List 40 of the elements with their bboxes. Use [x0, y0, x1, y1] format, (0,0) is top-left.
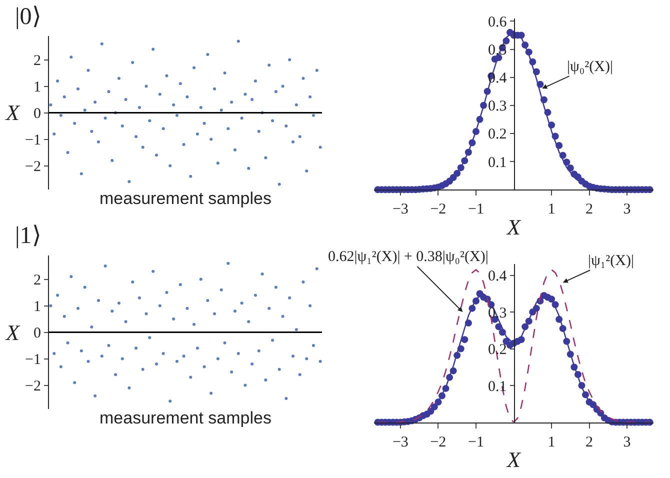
chart-title: |0⟩: [15, 4, 41, 30]
y-tick-label: 0.1: [488, 378, 507, 395]
y-tick-label: 1: [34, 80, 41, 96]
x-tick-label: 3: [623, 434, 631, 450]
y-tick-label: −2: [25, 159, 41, 176]
y-tick-label: 0: [34, 106, 41, 122]
annotation: |ψ₀²(X)|: [567, 59, 613, 75]
y-tick-label: −1: [25, 132, 41, 149]
chart-title: |1⟩: [15, 223, 41, 249]
y-axis-title: X: [5, 100, 21, 125]
y-tick-label: 0.2: [488, 126, 507, 143]
x-axis-title: X: [506, 447, 522, 472]
annotation: 0.62|ψ₁²(X)| + 0.38|ψ₀²(X)|: [328, 249, 488, 265]
x-tick-label: −2: [430, 434, 446, 450]
y-tick-label: 0.4: [488, 268, 508, 285]
y-tick-label: 2: [34, 272, 41, 289]
y-tick-label: 0.1: [488, 154, 507, 171]
y-tick-label: 0.3: [488, 98, 507, 115]
x-tick-label: 2: [586, 434, 594, 450]
x-tick-label: 1: [548, 202, 556, 218]
x-tick-label: 1: [548, 434, 556, 450]
y-tick-label: 0.2: [488, 342, 507, 358]
x-axis-title: X: [506, 214, 522, 240]
x-tick-label: −1: [468, 434, 484, 450]
y-tick-label: 0.6: [488, 14, 508, 30]
x-axis-title: measurement samples: [100, 189, 272, 208]
x-tick-label: 2: [586, 202, 594, 218]
y-tick-label: 1: [34, 299, 41, 316]
x-tick-label: −3: [392, 434, 408, 450]
y-tick-label: −1: [25, 352, 41, 368]
y-tick-label: −2: [25, 378, 41, 395]
y-axis-title: X: [5, 320, 21, 345]
x-axis-title: measurement samples: [100, 408, 272, 428]
annotation: |ψ₁²(X)|: [588, 253, 634, 269]
y-tick-label: 0: [34, 326, 41, 342]
x-tick-label: 3: [623, 202, 631, 218]
x-tick-label: −2: [430, 202, 446, 218]
x-tick-label: −3: [392, 202, 408, 218]
x-tick-label: −1: [468, 202, 484, 218]
y-tick-label: 2: [34, 53, 41, 70]
